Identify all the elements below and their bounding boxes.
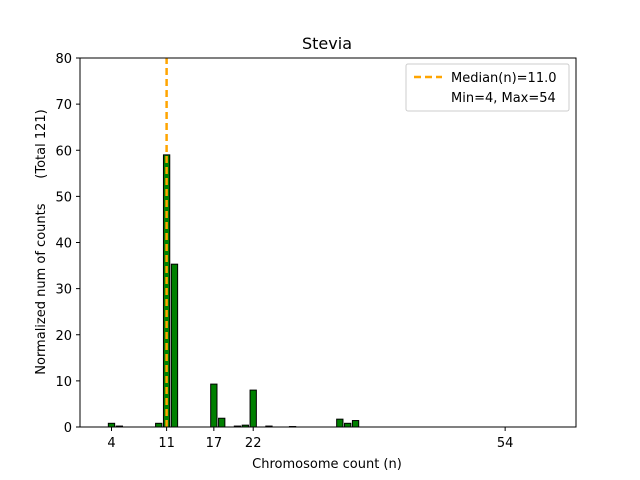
chart-title: Stevia <box>302 34 352 53</box>
bar-n-22 <box>249 389 257 428</box>
y-tick-label-50: 50 <box>55 190 72 205</box>
axes-group: 4 11 17 22 54 0 10 20 30 40 50 60 70 80 <box>55 52 577 451</box>
x-tick-label-11: 11 <box>158 436 175 451</box>
y-tick-label-40: 40 <box>55 237 72 252</box>
x-tick-label-4: 4 <box>107 436 115 451</box>
y-tick-label-80: 80 <box>55 52 72 67</box>
legend-entry-minmax: Min=4, Max=54 <box>451 91 556 106</box>
y-tick-label-30: 30 <box>55 283 72 298</box>
bars-group <box>107 154 360 428</box>
bar-n-34 <box>344 422 352 428</box>
y-tick-label-60: 60 <box>55 144 72 159</box>
x-tick-label-54: 54 <box>497 436 514 451</box>
bar-n-4 <box>107 422 116 428</box>
legend: Median(n)=11.0 Min=4, Max=54 <box>405 63 570 112</box>
plot-frame <box>79 57 577 428</box>
x-tick-label-22: 22 <box>245 436 262 451</box>
y-tick-label-70: 70 <box>55 98 72 113</box>
x-tick-label-17: 17 <box>206 436 223 451</box>
bar-n-10 <box>155 422 163 428</box>
legend-entry-median: Median(n)=11.0 <box>451 71 557 86</box>
y-tick-label-20: 20 <box>55 329 72 344</box>
legend-frame <box>405 63 570 112</box>
y-tick-label-0: 0 <box>64 421 72 436</box>
bar-n-33 <box>336 418 344 428</box>
y-axis-label: Normalized num of counts (Total 121) <box>34 109 49 374</box>
x-axis-label: Chromosome count (n) <box>252 457 402 472</box>
bar-n-35 <box>351 420 360 428</box>
bar-n-18 <box>218 417 226 428</box>
y-tick-label-10: 10 <box>55 375 72 390</box>
bar-n-12 <box>170 263 179 428</box>
bar-n-17 <box>210 383 218 428</box>
